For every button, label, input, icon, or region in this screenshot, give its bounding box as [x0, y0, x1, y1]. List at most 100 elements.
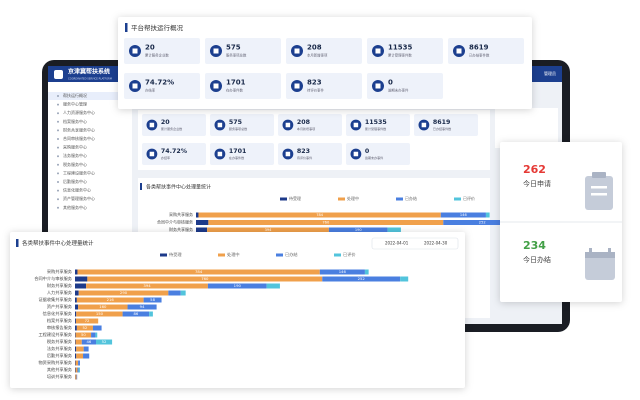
bar-segment: [180, 290, 186, 296]
stat-label: 逾期未办事件: [388, 88, 409, 93]
category-label: 工程建设共享服务: [38, 331, 72, 338]
stat-icon-glyph: [217, 122, 223, 128]
sidebar-item: 信息化服务中心: [63, 187, 91, 193]
category-label: 税务共享服务: [47, 338, 73, 345]
today-card: 262 今日申请 234 今日办结: [500, 142, 622, 302]
stat-label: 累计受理事件数: [388, 53, 412, 58]
bar-segment: [76, 346, 84, 352]
sidebar-dot: [57, 129, 59, 132]
bar-value: 146: [460, 213, 468, 217]
brand: 京津冀帮扶系统: [68, 68, 110, 76]
stat-icon-glyph: [353, 122, 359, 128]
stat-label: 服务事项总数: [229, 126, 247, 131]
sidebar-item: 后勤服务中心: [63, 178, 87, 184]
stat-icon-glyph: [213, 83, 219, 89]
bar-segment: [78, 304, 128, 310]
bar-segment: [322, 276, 401, 282]
sidebar-item: 合同审核服务中心: [63, 135, 95, 141]
legend-swatch: [280, 197, 287, 201]
bar-value: 760: [201, 276, 209, 281]
stat-tile: [346, 114, 410, 136]
bar-segment: [198, 212, 441, 218]
bar-value: 190: [355, 228, 363, 232]
stat-value: 20: [161, 119, 170, 126]
category-label: 证据收集共享服务: [38, 296, 72, 303]
stat-icon-glyph: [421, 122, 427, 128]
today-label: 今日办结: [523, 255, 551, 264]
bar-segment: [76, 297, 144, 303]
sidebar-active: [48, 92, 132, 100]
bar-value: 394: [265, 228, 273, 232]
bar-segment: [96, 339, 113, 345]
stat-tile: [210, 114, 274, 136]
sidebar-item: 档案服务中心: [63, 118, 87, 124]
bar-segment: [75, 332, 92, 338]
bar-segment: [149, 311, 153, 317]
legend-label: 已办结: [285, 251, 298, 258]
bar-segment: [75, 276, 88, 282]
stat-tile: [278, 143, 342, 165]
bar-segment: [78, 367, 80, 373]
bar-segment: [207, 227, 329, 233]
stat-tile: [286, 38, 362, 64]
stat-label: 本月新增事项: [297, 126, 315, 131]
bar-value: 72: [85, 318, 90, 323]
legend-label: 处理中: [227, 251, 240, 258]
bar-segment: [75, 325, 77, 331]
stat-tile: [205, 73, 281, 99]
today-value: 234: [523, 239, 546, 252]
stat-label: 待评价事件: [297, 155, 312, 160]
stat-tile: [210, 143, 274, 165]
bar-segment: [75, 318, 76, 324]
stat-tile: [414, 114, 478, 136]
bar-segment: [75, 339, 76, 345]
sidebar-dot: [57, 155, 59, 158]
stat-label: 累计服务企业数: [161, 126, 182, 131]
sidebar-item: 税务服务中心: [63, 161, 87, 167]
title-bar: [16, 239, 19, 247]
bar-value: 190: [234, 283, 242, 288]
stat-icon-glyph: [375, 48, 381, 54]
category-label: 财务共享服务: [47, 282, 73, 289]
legend-swatch: [218, 253, 225, 257]
bar-segment: [485, 212, 490, 218]
stat-value: 8619: [469, 44, 489, 52]
category-label: 财务共享服务: [169, 226, 193, 232]
bar-value: 146: [339, 269, 347, 274]
bar-segment: [208, 220, 444, 225]
stat-value: 74.72%: [145, 79, 174, 87]
stat-icon-glyph: [149, 122, 155, 128]
bar-segment: [75, 360, 79, 366]
stat-tile: [278, 114, 342, 136]
stat-tile: [367, 73, 443, 99]
bar-segment: [196, 227, 208, 233]
legend-swatch: [338, 197, 345, 201]
bar-segment: [143, 297, 162, 303]
date-picker[interactable]: [371, 237, 459, 250]
bar-segment: [75, 374, 77, 380]
bar-value: 252: [479, 221, 486, 225]
sidebar-item: 法务服务中心: [63, 152, 87, 158]
bar-value: 52: [82, 325, 87, 330]
stat-value: 8619: [433, 119, 451, 126]
sidebar-item: 工程建设服务中心: [63, 169, 95, 175]
bar-segment: [86, 283, 208, 289]
stat-tile: [448, 38, 524, 64]
stat-tile: [124, 73, 200, 99]
sidebar-dot: [57, 146, 59, 149]
bar-segment: [75, 290, 79, 296]
bar-segment: [75, 367, 76, 373]
inner-title-bar: [140, 183, 142, 190]
sidebar-item: 人力资源服务中心: [63, 109, 95, 115]
legend-label: 已评价: [343, 251, 356, 258]
bar-segment: [95, 332, 98, 338]
icon-apply: [585, 172, 613, 210]
bar-segment: [75, 332, 76, 338]
legend-swatch: [396, 197, 403, 201]
bar-value: 290: [120, 290, 128, 295]
category-label: 法务共享服务: [47, 345, 73, 352]
logo: [54, 70, 63, 79]
bar-segment: [75, 269, 78, 275]
bar-segment: [92, 325, 102, 331]
